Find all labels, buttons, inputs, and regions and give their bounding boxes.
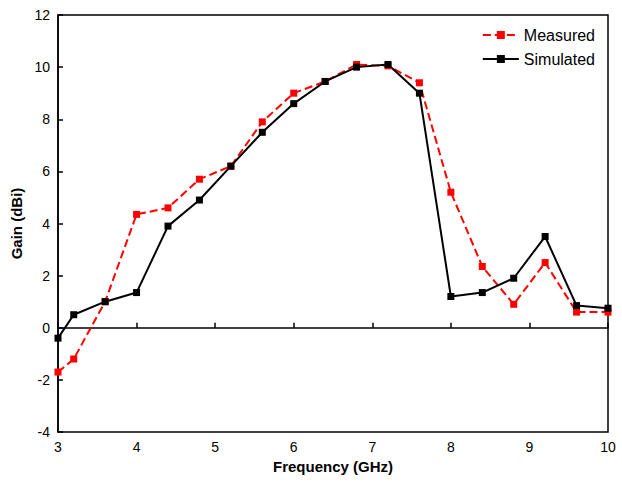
svg-text:6: 6 bbox=[42, 163, 50, 179]
svg-text:Simulated: Simulated bbox=[524, 51, 595, 68]
svg-text:0: 0 bbox=[42, 320, 50, 336]
svg-text:2: 2 bbox=[42, 268, 50, 284]
svg-text:Frequency (GHz): Frequency (GHz) bbox=[273, 458, 393, 475]
svg-text:12: 12 bbox=[34, 7, 50, 23]
svg-text:6: 6 bbox=[290, 439, 298, 455]
svg-text:10: 10 bbox=[34, 59, 50, 75]
svg-text:4: 4 bbox=[42, 216, 50, 232]
svg-text:10: 10 bbox=[600, 439, 616, 455]
svg-text:Measured: Measured bbox=[524, 27, 595, 44]
svg-text:Gain (dBi): Gain (dBi) bbox=[8, 188, 25, 260]
svg-text:-2: -2 bbox=[38, 372, 51, 388]
svg-text:3: 3 bbox=[54, 439, 62, 455]
svg-text:8: 8 bbox=[42, 111, 50, 127]
svg-text:4: 4 bbox=[133, 439, 141, 455]
svg-text:5: 5 bbox=[211, 439, 219, 455]
svg-text:8: 8 bbox=[447, 439, 455, 455]
svg-text:-4: -4 bbox=[38, 424, 51, 440]
svg-text:9: 9 bbox=[526, 439, 534, 455]
svg-text:7: 7 bbox=[368, 439, 376, 455]
